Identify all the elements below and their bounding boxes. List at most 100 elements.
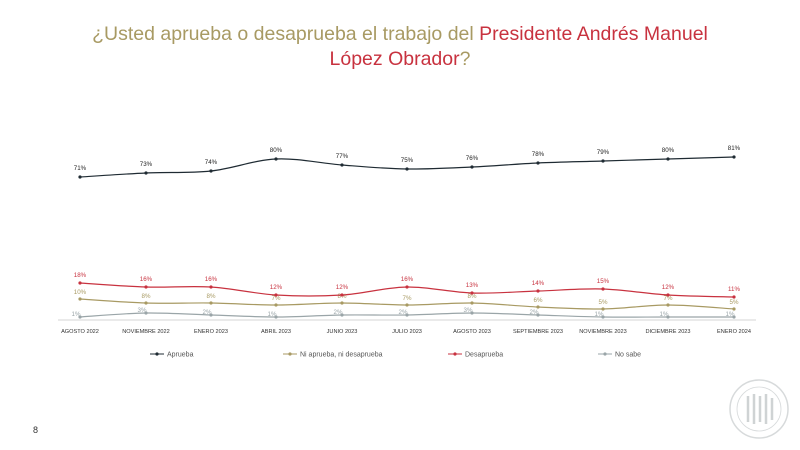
- data-label-aprueba: 77%: [336, 153, 349, 160]
- x-tick-label: SEPTIEMBRE 2023: [513, 329, 563, 335]
- data-point-nosabe: [340, 313, 344, 317]
- data-label-aprueba: 71%: [74, 165, 87, 172]
- x-tick-label: NOVIEMBRE 2023: [579, 329, 627, 335]
- data-label-nosabe: 1%: [595, 311, 604, 318]
- data-label-aprueba: 80%: [662, 147, 675, 154]
- data-point-nosabe: [209, 313, 213, 317]
- data-point-desaprueba: [274, 293, 278, 297]
- legend-marker: [288, 352, 292, 356]
- x-tick-label: AGOSTO 2023: [453, 329, 491, 335]
- data-point-nosabe: [666, 315, 670, 319]
- data-point-nosabe: [274, 315, 278, 319]
- data-point-nosabe: [144, 311, 148, 315]
- data-point-aprueba: [666, 157, 670, 161]
- data-point-ni: [536, 305, 540, 309]
- data-label-desaprueba: 11%: [728, 286, 740, 293]
- data-point-desaprueba: [405, 285, 409, 289]
- data-label-nosabe: 2%: [399, 309, 408, 316]
- data-point-aprueba: [209, 169, 213, 173]
- data-label-nosabe: 2%: [203, 309, 212, 316]
- data-label-nosabe: 2%: [334, 309, 343, 316]
- legend-label: Desaprueba: [465, 352, 503, 359]
- data-label-aprueba: 79%: [597, 149, 610, 156]
- data-label-desaprueba: 12%: [336, 284, 349, 291]
- data-point-ni: [209, 301, 213, 305]
- x-tick-label: ENERO 2023: [194, 329, 228, 335]
- data-label-nosabe: 1%: [268, 311, 277, 318]
- legend-marker: [603, 352, 607, 356]
- legend-item-ni: Ni aprueba, ni desaprueba: [283, 352, 383, 359]
- data-point-desaprueba: [536, 289, 540, 293]
- data-label-ni: 10%: [74, 289, 87, 296]
- x-tick-label: JULIO 2023: [392, 329, 422, 335]
- data-point-desaprueba: [732, 295, 736, 299]
- data-label-desaprueba: 16%: [140, 276, 153, 283]
- line-chart: AGOSTO 2022 NOVIEMBRE 2022 ENERO 2023 ABRIL…: [58, 145, 756, 359]
- legend-item-nosabe: No sabe: [598, 352, 641, 359]
- data-point-desaprueba: [470, 291, 474, 295]
- chart-title: ¿Usted aprueba o desaprueba el trabajo d…: [60, 22, 740, 72]
- title-accent-line1: Presidente Andrés Manuel: [479, 23, 708, 45]
- data-label-aprueba: 76%: [466, 155, 479, 162]
- data-point-desaprueba: [144, 285, 148, 289]
- data-label-aprueba: 81%: [728, 145, 741, 152]
- legend-label: No sabe: [615, 352, 641, 359]
- legend-label: Ni aprueba, ni desaprueba: [300, 352, 383, 359]
- data-label-aprueba: 74%: [205, 159, 218, 166]
- data-label-aprueba: 78%: [532, 151, 545, 158]
- data-point-aprueba: [405, 167, 409, 171]
- data-label-ni: 8%: [142, 293, 151, 300]
- data-point-ni: [78, 297, 82, 301]
- data-label-desaprueba: 12%: [662, 284, 675, 291]
- data-label-ni: 7%: [403, 295, 412, 302]
- data-point-aprueba: [601, 159, 605, 163]
- data-point-desaprueba: [666, 293, 670, 297]
- data-point-nosabe: [732, 315, 736, 319]
- data-point-aprueba: [470, 165, 474, 169]
- data-label-ni: 5%: [599, 299, 608, 306]
- data-label-desaprueba: 14%: [532, 280, 545, 287]
- data-label-ni: 8%: [468, 293, 477, 300]
- legend-item-desaprueba: Desaprueba: [448, 352, 503, 359]
- data-point-ni: [470, 301, 474, 305]
- institution-seal-logo: [729, 379, 789, 439]
- data-label-desaprueba: 18%: [74, 272, 87, 279]
- x-tick-label: JUNIO 2023: [327, 329, 358, 335]
- x-tick-label: DICIEMBRE 2023: [645, 329, 690, 335]
- data-point-aprueba: [274, 157, 278, 161]
- data-point-ni: [732, 307, 736, 311]
- data-point-ni: [274, 303, 278, 307]
- data-point-nosabe: [78, 315, 82, 319]
- title-text: ¿Usted aprueba o desaprueba el trabajo d…: [92, 23, 480, 45]
- data-label-ni: 6%: [534, 297, 543, 304]
- data-label-nosabe: 1%: [660, 311, 669, 318]
- data-label-desaprueba: 16%: [205, 276, 218, 283]
- data-label-ni: 7%: [272, 295, 281, 302]
- data-label-ni: 5%: [730, 299, 739, 306]
- data-point-ni: [405, 303, 409, 307]
- data-point-nosabe: [405, 313, 409, 317]
- title-accent-line2: López Obrador: [329, 48, 460, 70]
- data-label-nosabe: 1%: [72, 311, 81, 318]
- data-label-aprueba: 73%: [140, 161, 153, 168]
- data-point-aprueba: [732, 155, 736, 159]
- data-point-ni: [601, 307, 605, 311]
- data-point-aprueba: [144, 171, 148, 175]
- data-point-desaprueba: [209, 285, 213, 289]
- data-label-nosabe: 3%: [138, 307, 147, 314]
- data-label-desaprueba: 13%: [466, 282, 479, 289]
- page-number: 8: [33, 425, 39, 435]
- data-point-desaprueba: [78, 281, 82, 285]
- data-label-ni: 7%: [664, 295, 673, 302]
- data-label-desaprueba: 16%: [401, 276, 414, 283]
- data-label-nosabe: 2%: [530, 309, 539, 316]
- x-tick-label: ABRIL 2023: [261, 329, 291, 335]
- data-point-nosabe: [601, 315, 605, 319]
- data-point-aprueba: [536, 161, 540, 165]
- data-point-aprueba: [78, 175, 82, 179]
- data-point-nosabe: [470, 311, 474, 315]
- legend-item-aprueba: Aprueba: [150, 352, 194, 359]
- title-end: ?: [459, 48, 471, 70]
- legend-marker: [453, 352, 457, 356]
- data-point-ni: [144, 301, 148, 305]
